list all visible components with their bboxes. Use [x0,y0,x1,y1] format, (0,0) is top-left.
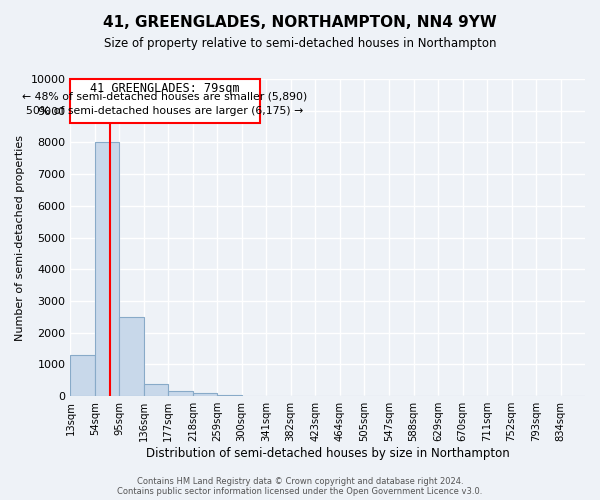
FancyBboxPatch shape [70,79,260,124]
Text: ← 48% of semi-detached houses are smaller (5,890): ← 48% of semi-detached houses are smalle… [22,92,308,102]
Bar [217,394,242,396]
Y-axis label: Number of semi-detached properties: Number of semi-detached properties [15,134,25,340]
Text: Contains HM Land Registry data © Crown copyright and database right 2024.: Contains HM Land Registry data © Crown c… [137,477,463,486]
Text: 41, GREENGLADES, NORTHAMPTON, NN4 9YW: 41, GREENGLADES, NORTHAMPTON, NN4 9YW [103,15,497,30]
Text: Contains public sector information licensed under the Open Government Licence v3: Contains public sector information licen… [118,487,482,496]
Bar [169,392,193,396]
Bar [95,142,119,396]
Bar [119,317,144,396]
Text: Size of property relative to semi-detached houses in Northampton: Size of property relative to semi-detach… [104,38,496,51]
Text: 41 GREENGLADES: 79sqm: 41 GREENGLADES: 79sqm [90,82,240,95]
Bar [193,393,217,396]
X-axis label: Distribution of semi-detached houses by size in Northampton: Distribution of semi-detached houses by … [146,447,509,460]
Bar [144,384,169,396]
Bar [70,355,95,396]
Text: 50% of semi-detached houses are larger (6,175) →: 50% of semi-detached houses are larger (… [26,106,304,116]
